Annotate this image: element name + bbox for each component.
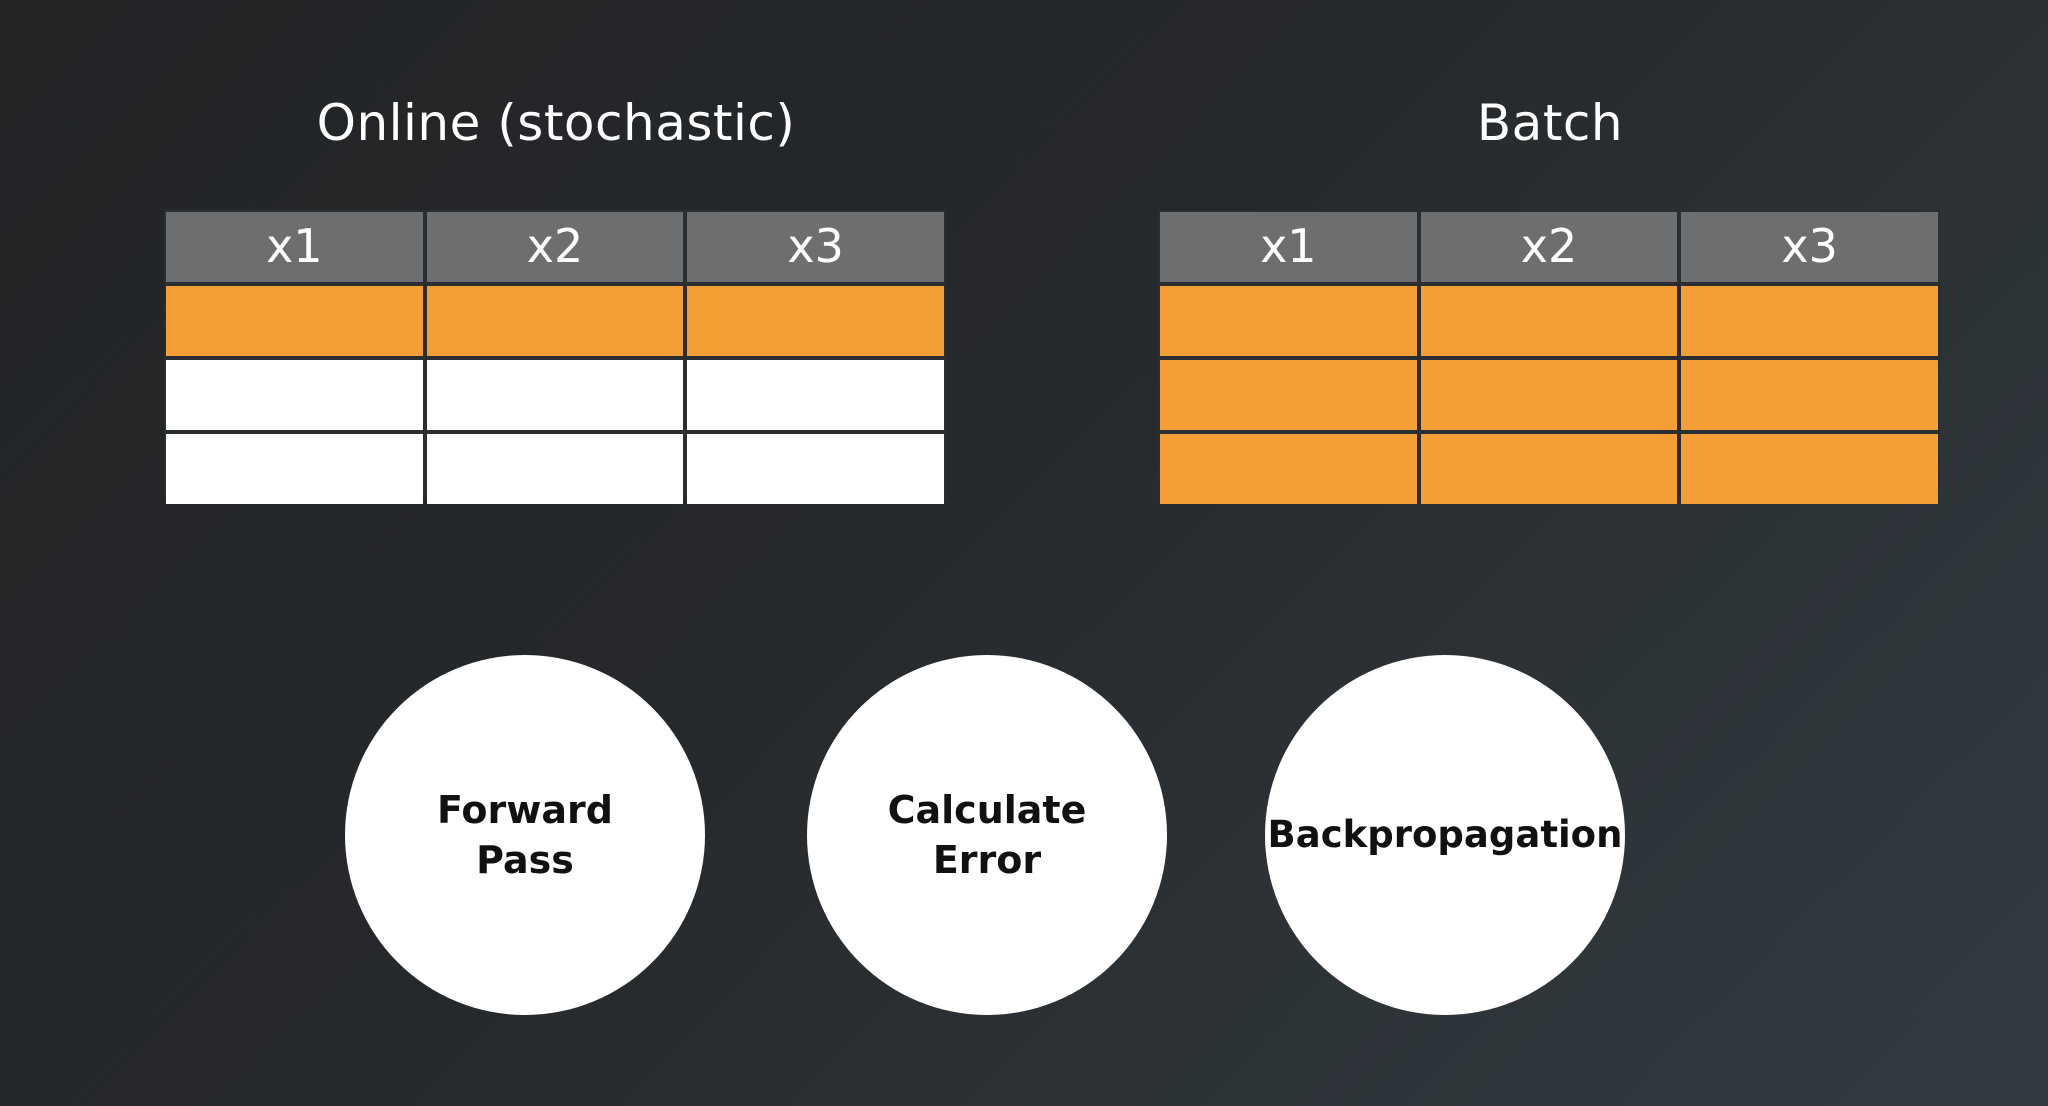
calculate-error-label: Calculate Error xyxy=(887,788,1087,882)
calculate-error-step: Calculate Error xyxy=(807,655,1167,1015)
online-header-x3: x3 xyxy=(687,212,944,282)
batch-row-1-cell xyxy=(1420,286,1678,356)
online-header-x2: x2 xyxy=(426,212,684,282)
online-table: x1 x2 x3 xyxy=(164,210,946,504)
online-title: Online (stochastic) xyxy=(316,94,796,152)
batch-row-1-cell xyxy=(1160,286,1417,356)
online-row-1-cell xyxy=(687,286,944,356)
forward-pass-step: Forward Pass xyxy=(345,655,705,1015)
online-row-3-cell xyxy=(687,434,944,504)
online-row-3-cell xyxy=(426,434,684,504)
batch-row-3-cell xyxy=(1160,434,1417,504)
batch-title: Batch xyxy=(1476,94,1624,152)
batch-row-2-cell xyxy=(1420,360,1678,430)
online-row-3-cell xyxy=(166,434,423,504)
backpropagation-step: Backpropagation xyxy=(1265,655,1625,1015)
batch-row-1-cell xyxy=(1681,286,1938,356)
batch-header-x2: x2 xyxy=(1420,212,1678,282)
batch-row-2-cell xyxy=(1681,360,1938,430)
batch-row-2-cell xyxy=(1160,360,1417,430)
batch-header-x1: x1 xyxy=(1160,212,1417,282)
online-row-2-cell xyxy=(166,360,423,430)
batch-header-x3: x3 xyxy=(1681,212,1938,282)
batch-table: x1 x2 x3 xyxy=(1158,210,1940,504)
backpropagation-label: Backpropagation xyxy=(1267,813,1623,856)
batch-row-3-cell xyxy=(1681,434,1938,504)
online-row-1-cell xyxy=(426,286,684,356)
batch-row-3-cell xyxy=(1420,434,1678,504)
online-row-2-cell xyxy=(687,360,944,430)
online-header-x1: x1 xyxy=(166,212,423,282)
online-row-2-cell xyxy=(426,360,684,430)
forward-pass-label: Forward Pass xyxy=(437,788,613,882)
online-row-1-cell xyxy=(166,286,423,356)
